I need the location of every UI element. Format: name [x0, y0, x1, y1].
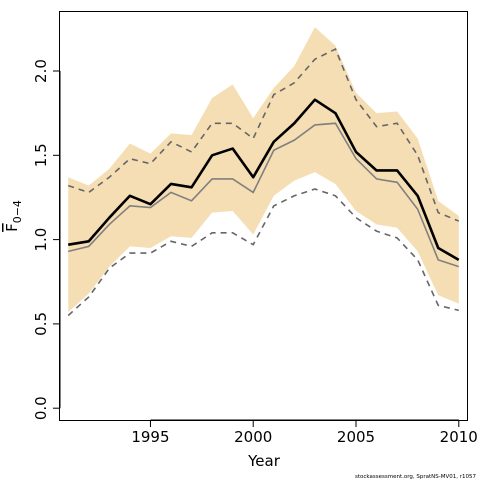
x-axis-title: Year — [247, 452, 281, 470]
x-axis: 1995 2000 2005 2010 — [131, 419, 478, 446]
y-tick-label: 1.0 — [32, 228, 50, 252]
y-axis: 0.0 0.5 1.0 1.5 2.0 — [32, 59, 61, 420]
y-axis-title-main: F — [3, 223, 21, 232]
svg-text:F0−4: F0−4 — [3, 200, 24, 232]
x-tick-label: 2000 — [234, 428, 272, 446]
y-tick-label: 0.5 — [32, 312, 50, 336]
y-tick-label: 1.5 — [32, 143, 50, 167]
x-tick-label: 2005 — [337, 428, 375, 446]
x-tick-label: 1995 — [131, 428, 169, 446]
y-tick-label: 0.0 — [32, 396, 50, 420]
y-tick-label: 2.0 — [32, 59, 50, 83]
footnote: stockassessment.org, SpratNS-MV01, r1057 — [355, 474, 476, 480]
comparison-upper-line — [67, 47, 460, 222]
y-axis-title: F0−4 — [3, 200, 24, 232]
comparison-mean-line — [68, 122, 460, 268]
comparison-lower-line — [67, 188, 459, 317]
estimate-line — [68, 98, 460, 261]
y-axis-title-sub: 0−4 — [11, 200, 24, 223]
x-tick-label: 2010 — [440, 428, 478, 446]
